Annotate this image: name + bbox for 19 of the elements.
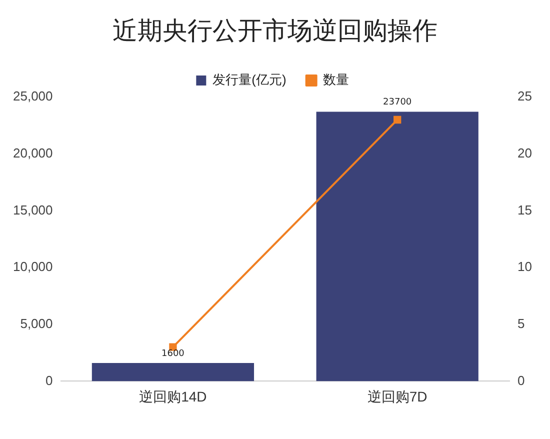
y-tick-label: 15,000 [12, 202, 53, 218]
y-tick-label: 25,000 [12, 88, 53, 104]
y2-tick-label: 5 [518, 316, 525, 331]
y-tick-label: 10,000 [12, 259, 53, 274]
y-tick-label: 0 [46, 372, 53, 388]
legend-label: 发行量(亿元) [212, 72, 286, 88]
chart-title: 近期央行公开市场逆回购操作 [112, 15, 438, 47]
y-tick-label: 20,000 [12, 145, 53, 160]
data-label: 23700 [383, 98, 412, 108]
x-tick-label: 逆回购7D [367, 388, 428, 404]
x-tick-label: 逆回购14D [139, 388, 207, 404]
y-tick-label: 5,000 [20, 316, 53, 331]
data-label: 1600 [162, 348, 185, 359]
y2-tick-label: 20 [518, 145, 532, 160]
y2-tick-label: 25 [518, 88, 532, 104]
y2-tick-label: 0 [518, 372, 525, 388]
y2-tick-label: 15 [518, 202, 532, 218]
y2-tick-label: 10 [518, 259, 532, 274]
legend-label: 数量 [322, 72, 349, 88]
